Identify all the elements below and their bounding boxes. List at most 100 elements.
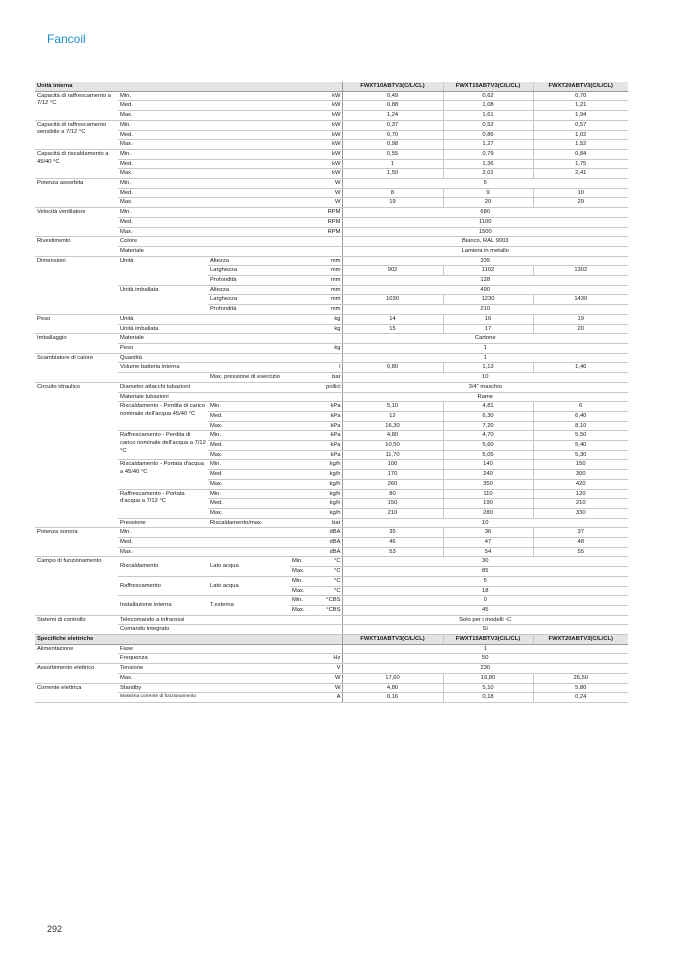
group-label: Assorbimento elettrico — [35, 663, 118, 684]
parameter-label: Fase — [118, 644, 208, 655]
unit-label: °C — [315, 556, 343, 568]
sub-parameter-label: Max. — [208, 479, 290, 490]
group-label: Circuito idraulico — [35, 382, 118, 529]
group-label: Potenza assorbita — [35, 178, 118, 209]
table-row: Profondità mm 210 — [35, 304, 629, 315]
table-row: Materiale Lamiera in metallo — [35, 246, 629, 257]
sub-parameter-label — [208, 527, 290, 539]
sub-parameter-label: Max. — [208, 421, 290, 432]
parameter-label: Peso — [118, 343, 208, 354]
range-label — [290, 159, 315, 170]
model-value: 5,80 — [533, 683, 629, 694]
sub-parameter-label — [208, 246, 290, 257]
model-value: 14 — [342, 314, 444, 325]
table-row: Raffrescamento - Perdita di carico nomin… — [35, 430, 629, 461]
unit-label: kW — [315, 110, 343, 121]
sub-parameter-label — [208, 343, 290, 354]
shared-value: Bianco, RAL 9003 — [342, 236, 629, 247]
unit-label: W — [315, 197, 343, 209]
group-label: Capacità di raffrescamento sensibile a 7… — [35, 120, 118, 150]
table-row: Peso Unità kg 14 16 19 — [35, 314, 629, 335]
model-value: 1302 — [533, 265, 629, 277]
model-value: 1,13 — [443, 362, 534, 374]
group-label: Campo di funzionamento — [35, 556, 118, 616]
parameter-label: Med. — [118, 188, 208, 199]
model-value: 140 — [443, 459, 534, 471]
model-value: 6,40 — [533, 411, 629, 422]
unit-label: kPa — [315, 440, 343, 451]
sub-parameter-label — [208, 382, 290, 393]
model-value: 19 — [342, 197, 444, 209]
parameter-label: Raffrescamento - Portata d'acqua a 7/12 … — [118, 489, 208, 519]
sub-parameter-label: Med. — [208, 498, 290, 509]
model-value: 100 — [342, 459, 444, 471]
sub-parameter-label — [208, 168, 290, 180]
table-row: Max. kW 1,24 1,61 1,94 — [35, 110, 629, 121]
model-value: 110 — [443, 489, 534, 500]
table-row: Profondità mm 128 — [35, 275, 629, 286]
table-row: Peso kg 1 — [35, 343, 629, 354]
shared-value: 230 — [342, 663, 629, 674]
parameter-label: Tensione — [118, 663, 208, 674]
model-value: 1,75 — [533, 159, 629, 170]
model-value: 0,18 — [443, 692, 534, 703]
range-label — [290, 265, 315, 277]
table-row: Unità imballata kg 15 17 20 — [35, 324, 629, 335]
range-label — [290, 537, 315, 548]
table-row: Campo di funzionamento Riscaldamento Lato … — [35, 556, 629, 616]
parameter-label: Max. — [118, 673, 208, 684]
shared-value: 5 — [342, 178, 629, 189]
parameter-label: Massima corrente di funzionamento — [118, 692, 208, 703]
range-label — [290, 683, 315, 694]
table-row: Circuito idraulico Diametro attacchi tuba… — [35, 382, 629, 529]
model-value: 5,05 — [443, 450, 534, 461]
parameter-label: Quantità — [118, 353, 208, 364]
model-value: 0,86 — [443, 130, 534, 141]
range-label — [290, 91, 315, 102]
group-label: Velocità ventilatore — [35, 207, 118, 238]
range-label — [290, 421, 315, 432]
unit-label: RPM — [315, 227, 343, 238]
sub-parameter-label: T.esterna — [208, 595, 290, 616]
model-value: 150 — [533, 459, 629, 471]
table-row: Med. dBA 46 47 48 — [35, 537, 629, 548]
group-label: Rivestimento — [35, 236, 118, 257]
model-value: 1230 — [443, 294, 534, 306]
unit-label — [315, 236, 343, 247]
section-header-row: Specifiche elettriche FWXT10ABTV3(C/L/CL)… — [35, 634, 629, 645]
specifications-table: Unità interna FWXT10ABTV3(C/L/CL) FWXT15AB… — [35, 82, 629, 704]
model-value: 1,36 — [443, 159, 534, 170]
model-value: 0,84 — [533, 149, 629, 160]
shared-value: 1 — [342, 343, 629, 354]
page-number: 292 — [47, 924, 63, 934]
range-label — [290, 401, 315, 412]
unit-label — [315, 246, 343, 257]
unit-label: V — [315, 663, 343, 674]
group-label: Capacità di riscaldamento a 45/40 °C — [35, 149, 118, 180]
model-value: 19 — [533, 314, 629, 325]
model-value: 0,62 — [443, 91, 534, 102]
table-row: Med. kg/h 170 240 300 — [35, 469, 629, 480]
model-value: 80 — [342, 489, 444, 500]
range-label — [290, 653, 315, 665]
sub-parameter-label: Profondità — [208, 275, 290, 286]
group-label: Dimensioni — [35, 256, 118, 315]
range-label — [290, 362, 315, 374]
sub-parameter-label: Lato acqua — [208, 556, 290, 577]
unit-label: °CBS — [315, 605, 343, 616]
model-value: 7,20 — [443, 421, 534, 432]
table-row: Capacità di raffrescamento sensibile a 7… — [35, 120, 629, 150]
parameter-label: Volume batteria interna — [118, 362, 208, 374]
shared-value: 50 — [342, 653, 629, 665]
parameter-label: Riscaldamento - Portata d'acqua a 45/40 … — [118, 459, 208, 490]
shared-value: 0 — [342, 595, 629, 606]
sub-parameter-label: Min. — [208, 459, 290, 471]
table-row: Med. kW 0,70 0,86 1,02 — [35, 130, 629, 141]
parameter-label: Pressione — [118, 518, 208, 529]
unit-label: l — [315, 362, 343, 374]
parameter-label: Unità — [118, 314, 208, 325]
unit-label — [315, 333, 343, 344]
parameter-label: Frequenza — [118, 653, 208, 665]
unit-label: kg/h — [315, 479, 343, 490]
model-value: 48 — [533, 537, 629, 548]
